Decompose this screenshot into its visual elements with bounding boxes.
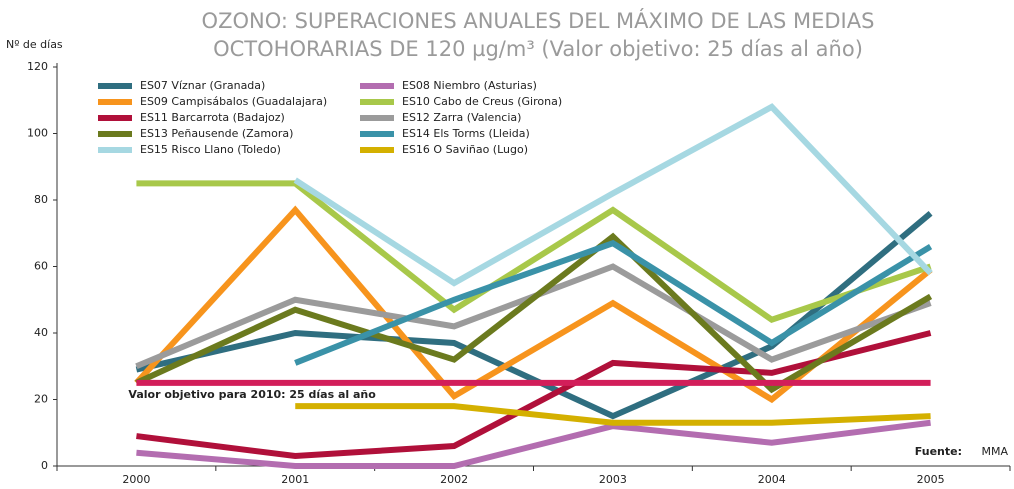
legend-label: ES15 Risco Llano (Toledo) — [140, 143, 281, 156]
legend-label: ES14 Els Torms (Lleida) — [402, 127, 530, 140]
series-line — [295, 403, 931, 426]
series-line — [134, 205, 933, 404]
x-tick-label: 2002 — [440, 473, 468, 486]
y-axis-label: Nº de días — [6, 38, 63, 51]
legend-label: ES13 Peñausende (Zamora) — [140, 127, 293, 140]
legend-label: ES10 Cabo de Creus (Girona) — [402, 95, 562, 108]
x-tick-label: 2001 — [281, 473, 309, 486]
y-tick-label: 60 — [34, 260, 48, 273]
x-tick-label: 2000 — [122, 473, 150, 486]
series-line — [136, 180, 932, 324]
x-tick-label: 2005 — [917, 473, 945, 486]
source-value: MMA — [981, 445, 1008, 458]
legend-label: ES07 Víznar (Granada) — [140, 79, 265, 92]
chart-title: OZONO: SUPERACIONES ANUALES DEL MÁXIMO D… — [202, 8, 875, 33]
target-label: Valor objetivo para 2010: 25 días al año — [128, 388, 376, 401]
series-line — [136, 419, 931, 469]
legend-label: ES12 Zarra (Valencia) — [402, 111, 521, 124]
source-label: Fuente: — [915, 445, 962, 458]
y-tick-label: 20 — [34, 393, 48, 406]
y-tick-label: 120 — [27, 60, 48, 73]
legend-label: ES16 O Saviñao (Lugo) — [402, 143, 528, 156]
y-tick-label: 0 — [41, 459, 48, 472]
series-line — [136, 330, 932, 460]
x-tick-label: 2004 — [758, 473, 786, 486]
series-line — [135, 232, 933, 394]
y-tick-label: 40 — [34, 326, 48, 339]
chart-title: OCTOHORARIAS DE 120 µg/m³ (Valor objetiv… — [213, 37, 863, 61]
series-line — [294, 239, 933, 366]
y-tick-label: 80 — [34, 193, 48, 206]
legend-label: ES09 Campisábalos (Guadalajara) — [140, 95, 327, 108]
y-tick-label: 100 — [27, 127, 48, 140]
legend-label: ES08 Niembro (Asturias) — [402, 79, 537, 92]
legend-label: ES11 Barcarrota (Badajoz) — [140, 111, 285, 124]
series-line — [293, 103, 933, 287]
x-tick-label: 2003 — [599, 473, 627, 486]
